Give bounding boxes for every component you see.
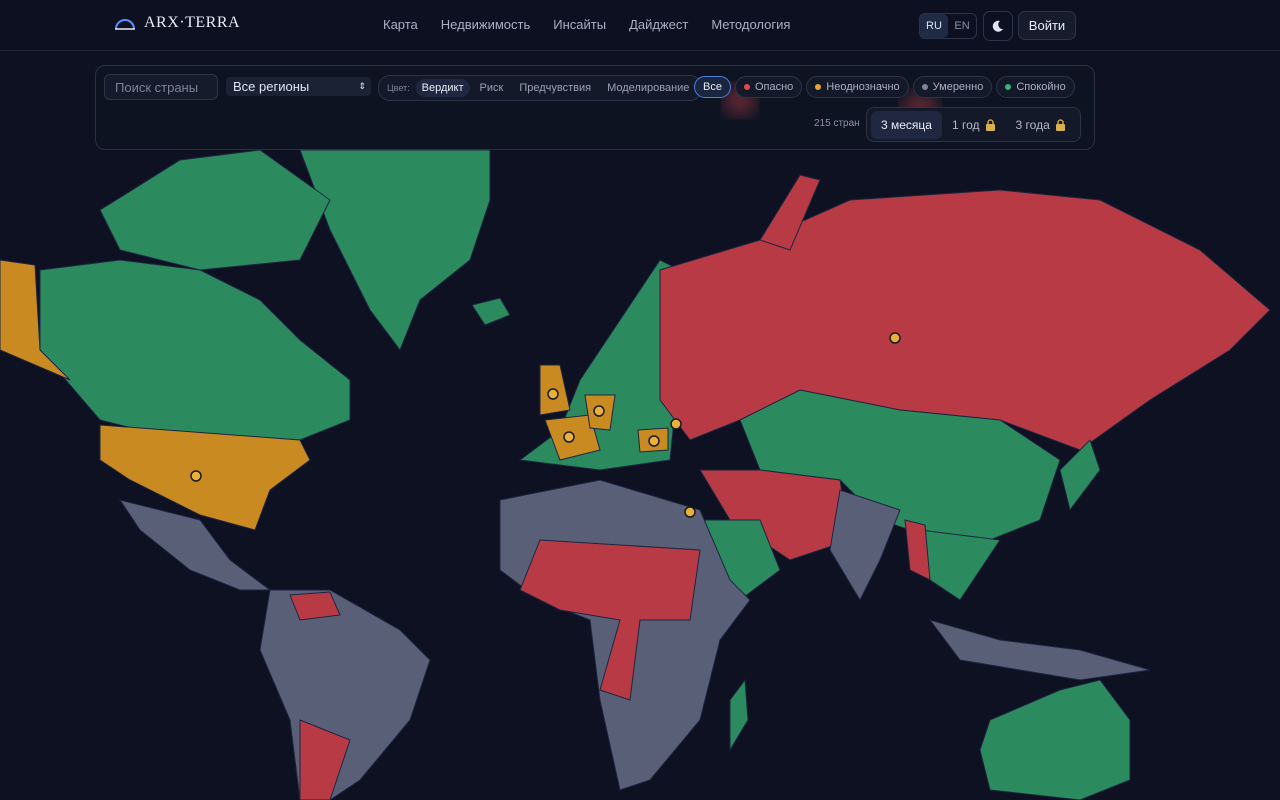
madagascar[interactable] xyxy=(729,678,749,752)
south-america[interactable] xyxy=(259,589,431,800)
dot xyxy=(921,84,928,90)
color-label: Цвет: xyxy=(387,83,410,93)
color-mode[interactable]: Предчувствия xyxy=(519,82,592,94)
color-mode[interactable]: Риск xyxy=(479,82,504,94)
filter-chip[interactable]: Умеренно xyxy=(912,76,993,98)
filter-chip[interactable]: Неоднозначно xyxy=(806,76,909,98)
filter-text: Умеренно xyxy=(932,81,984,93)
logo[interactable]: ARX·TERRA xyxy=(114,14,240,32)
africa-red[interactable] xyxy=(519,539,701,701)
greenland[interactable] xyxy=(299,149,491,352)
dot xyxy=(1005,84,1012,90)
venezuela[interactable] xyxy=(289,591,341,621)
logo-icon xyxy=(115,19,135,30)
header: ARX·TERRA Карта Недвижимость Инсайты Дай… xyxy=(0,0,1280,51)
filter-text: Спокойно xyxy=(1016,81,1066,93)
login-button[interactable]: Войти xyxy=(1018,11,1076,40)
usa[interactable] xyxy=(99,424,311,531)
dot xyxy=(815,84,822,90)
period-text: 3 месяца xyxy=(881,117,932,132)
marker[interactable] xyxy=(648,435,660,447)
lock-icon xyxy=(1055,118,1065,131)
nav-link[interactable]: Инсайты xyxy=(553,17,607,32)
language[interactable]: RU xyxy=(920,14,948,38)
india[interactable] xyxy=(829,489,901,602)
select-value: Все регионы xyxy=(233,79,310,94)
marker[interactable] xyxy=(670,418,682,430)
language[interactable]: EN xyxy=(954,20,970,32)
search-input[interactable]: Поиск страны xyxy=(104,74,218,100)
myanmar[interactable] xyxy=(904,519,931,581)
marker[interactable] xyxy=(190,470,202,482)
logo-text: ARX·TERRA xyxy=(144,14,241,31)
filter-chip[interactable]: Спокойно xyxy=(996,76,1075,98)
filters: Все Опасно Неоднозначно Умеренно Спокойн… xyxy=(694,76,1075,98)
alaska[interactable] xyxy=(0,259,71,381)
period-text: 3 года xyxy=(1015,117,1050,132)
country-count: 215 стран xyxy=(814,118,860,129)
australia[interactable] xyxy=(979,679,1131,800)
periods: 3 месяца 1 год 3 года xyxy=(866,107,1081,142)
argentina[interactable] xyxy=(299,719,351,800)
select-arrow: ⇕ xyxy=(358,81,366,91)
russia-islands[interactable] xyxy=(759,174,821,251)
period-text: 1 год xyxy=(951,117,980,132)
japan[interactable] xyxy=(1059,439,1101,512)
language-switch: RU EN xyxy=(919,13,977,39)
color-modes: Цвет: Вердикт Риск Предчувствия Моделиро… xyxy=(378,75,703,101)
mexico[interactable] xyxy=(118,499,272,591)
nav-link[interactable]: Дайджест xyxy=(629,17,689,32)
marker[interactable] xyxy=(684,506,696,518)
filter-text: Все xyxy=(703,81,722,93)
canada[interactable] xyxy=(39,259,351,461)
period[interactable]: 3 года xyxy=(1006,111,1076,139)
nav-link[interactable]: Методология xyxy=(711,17,791,32)
marker[interactable] xyxy=(547,388,559,400)
countries xyxy=(0,83,1271,800)
marker[interactable] xyxy=(563,431,575,443)
moon-icon xyxy=(992,20,1003,32)
iceland[interactable] xyxy=(471,297,511,326)
markers xyxy=(190,332,901,518)
control-panel: Поиск страны Все регионы ⇕ Цвет: Вердикт … xyxy=(95,65,1095,150)
filter-text: Неоднозначно xyxy=(826,81,900,93)
lock-icon xyxy=(985,118,995,131)
filter-chip[interactable]: Все xyxy=(694,76,731,98)
region-select[interactable]: Все регионы ⇕ xyxy=(226,77,371,96)
nav: Карта Недвижимость Инсайты Дайджест Мето… xyxy=(383,17,790,32)
marker[interactable] xyxy=(593,405,605,417)
filter-text: Опасно xyxy=(754,81,794,93)
dot xyxy=(743,84,750,90)
nav-link[interactable]: Карта xyxy=(383,17,418,32)
se-asia[interactable] xyxy=(919,529,1001,601)
theme-toggle[interactable] xyxy=(983,11,1013,41)
period[interactable]: 3 месяца xyxy=(871,110,942,139)
filter-chip[interactable]: Опасно xyxy=(734,76,803,98)
color-mode[interactable]: Моделирование xyxy=(607,82,690,94)
indonesia[interactable] xyxy=(928,619,1151,681)
period[interactable]: 1 год xyxy=(942,111,1006,139)
marker[interactable] xyxy=(889,332,901,344)
canada-islands[interactable] xyxy=(99,149,331,271)
color-mode[interactable]: Вердикт xyxy=(415,79,470,97)
russia[interactable] xyxy=(659,189,1271,451)
nav-link[interactable]: Недвижимость xyxy=(440,17,531,32)
